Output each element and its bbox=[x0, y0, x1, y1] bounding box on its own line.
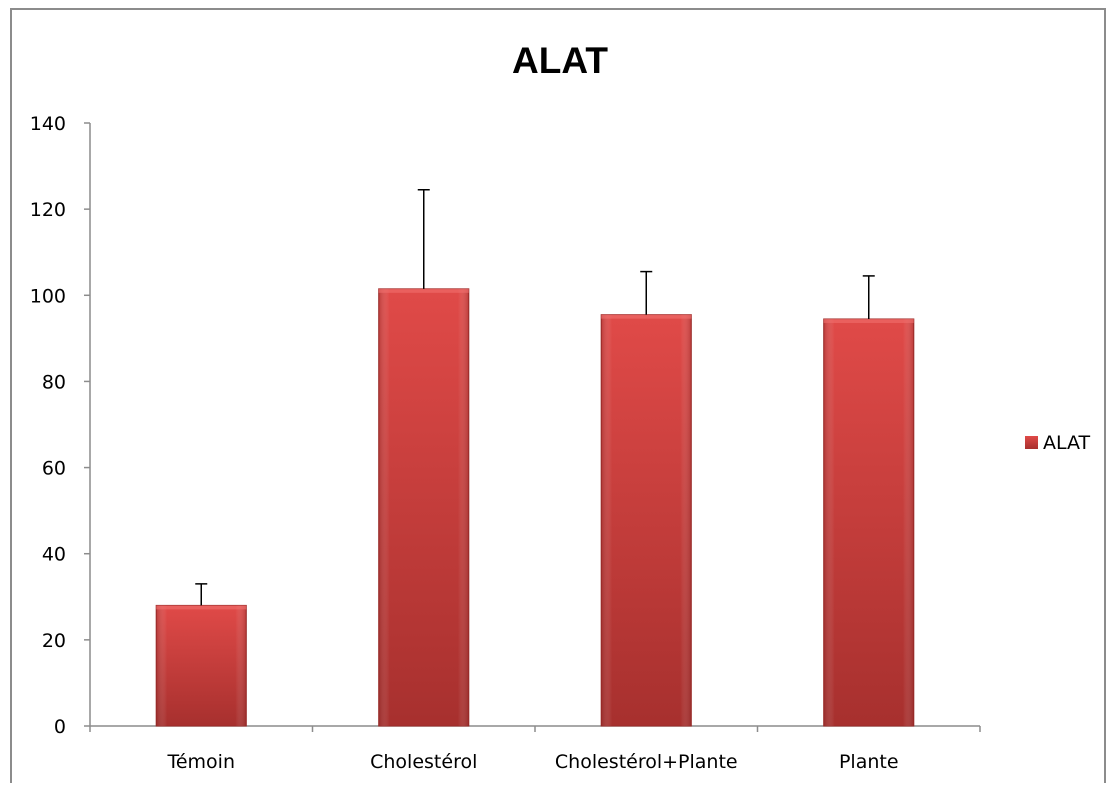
bar-shading bbox=[823, 318, 914, 726]
y-axis: 0 20 40 60 80 100 120 140 bbox=[30, 113, 91, 738]
bar-group bbox=[823, 275, 915, 727]
legend: ALAT bbox=[1025, 432, 1091, 454]
bar-group bbox=[155, 583, 247, 727]
bar-highlight bbox=[378, 288, 469, 293]
x-tick-label: Témoin bbox=[166, 751, 235, 773]
chart-frame bbox=[10, 8, 1106, 783]
legend-label: ALAT bbox=[1043, 432, 1091, 454]
x-tick-label: Cholestérol bbox=[370, 751, 477, 773]
y-tick-label: 140 bbox=[30, 113, 66, 135]
bar-group bbox=[600, 270, 692, 727]
bar-highlight bbox=[156, 605, 247, 610]
y-tick-label: 120 bbox=[30, 199, 66, 221]
bar-highlight bbox=[601, 314, 692, 319]
x-tick-label: Cholestérol+Plante bbox=[555, 751, 738, 773]
chart-title: ALAT bbox=[512, 40, 608, 81]
y-tick-label: 100 bbox=[30, 285, 66, 307]
bars bbox=[155, 189, 915, 727]
legend-swatch bbox=[1025, 436, 1038, 449]
y-tick-label: 80 bbox=[42, 371, 66, 393]
bar-highlight bbox=[823, 318, 914, 323]
bar-shading bbox=[601, 314, 692, 726]
y-tick-label: 0 bbox=[54, 716, 66, 738]
bar-group bbox=[378, 189, 470, 727]
y-tick-label: 20 bbox=[42, 630, 66, 652]
bar-shading bbox=[156, 605, 247, 726]
bar-shading bbox=[378, 288, 469, 726]
y-tick-label: 40 bbox=[42, 544, 66, 566]
x-axis: Témoin Cholestérol Cholestérol+Plante Plant… bbox=[89, 725, 981, 773]
x-tick-label: Plante bbox=[839, 751, 899, 773]
y-tick-label: 60 bbox=[42, 458, 66, 480]
